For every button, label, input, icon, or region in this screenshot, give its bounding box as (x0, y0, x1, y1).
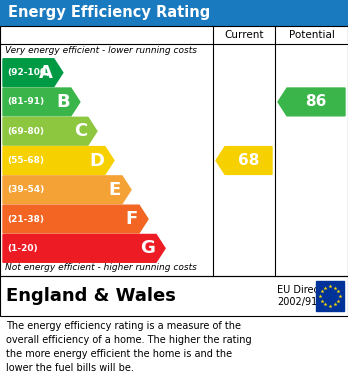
Polygon shape (3, 117, 97, 145)
Text: F: F (126, 210, 138, 228)
Polygon shape (3, 235, 165, 262)
Text: B: B (56, 93, 70, 111)
Text: G: G (140, 239, 155, 257)
Text: (92-100): (92-100) (7, 68, 50, 77)
Text: Current: Current (224, 30, 264, 40)
Polygon shape (3, 59, 63, 86)
Polygon shape (3, 88, 80, 116)
Text: (55-68): (55-68) (7, 156, 44, 165)
Polygon shape (278, 88, 345, 116)
Text: D: D (89, 151, 104, 170)
Bar (316, 281, 344, 311)
Bar (0, 276, 348, 316)
Text: (69-80): (69-80) (7, 127, 44, 136)
Text: E: E (109, 181, 121, 199)
Polygon shape (3, 176, 131, 204)
Text: The energy efficiency rating is a measure of the
overall efficiency of a home. T: The energy efficiency rating is a measur… (6, 321, 252, 373)
Text: Very energy efficient - lower running costs: Very energy efficient - lower running co… (5, 46, 197, 55)
Text: Not energy efficient - higher running costs: Not energy efficient - higher running co… (5, 263, 197, 272)
Bar (0, 26, 348, 276)
Polygon shape (3, 147, 114, 174)
Text: Potential: Potential (288, 30, 334, 40)
Polygon shape (216, 147, 272, 174)
Text: 68: 68 (238, 153, 259, 168)
Text: Energy Efficiency Rating: Energy Efficiency Rating (8, 5, 210, 20)
Text: C: C (74, 122, 87, 140)
Text: EU Directive
2002/91/EC: EU Directive 2002/91/EC (277, 285, 337, 307)
Text: (39-54): (39-54) (7, 185, 44, 194)
Text: 86: 86 (305, 95, 327, 109)
Polygon shape (3, 205, 148, 233)
Text: (21-38): (21-38) (7, 215, 44, 224)
Bar (0, 316, 348, 391)
Text: A: A (39, 64, 53, 82)
Bar (0, 276, 348, 316)
Text: (1-20): (1-20) (7, 244, 38, 253)
Text: (81-91): (81-91) (7, 97, 44, 106)
Text: England & Wales: England & Wales (6, 287, 176, 305)
Bar (0, 0, 348, 26)
